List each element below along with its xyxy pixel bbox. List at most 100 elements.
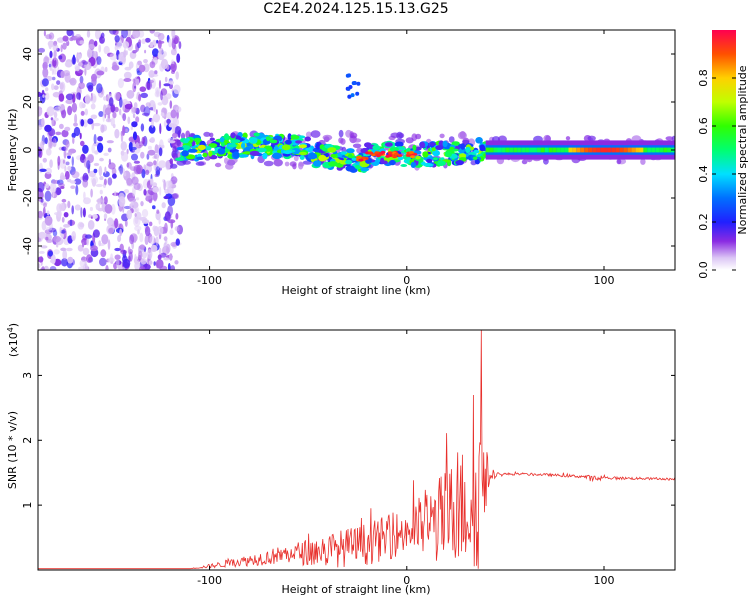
heatmap-noise-blob bbox=[112, 173, 117, 179]
heatmap-noise-blob bbox=[86, 237, 89, 246]
heatmap-noise-blob bbox=[174, 260, 179, 265]
heatmap-ridge-blob bbox=[241, 142, 246, 149]
heatmap-noise-blob bbox=[51, 254, 56, 265]
heatmap-noise-blob bbox=[40, 245, 48, 249]
heatmap-noise-blob bbox=[145, 102, 151, 107]
heatmap-noise-blob bbox=[119, 108, 122, 116]
heatmap-noise-blob bbox=[131, 146, 137, 151]
heatmap-noise-blob bbox=[61, 109, 67, 119]
heatmap-noise-blob bbox=[44, 215, 53, 226]
heatmap-noise-blob bbox=[112, 111, 117, 119]
heatmap-noise-blob bbox=[141, 38, 146, 45]
x-tick-label: -100 bbox=[197, 574, 222, 587]
heatmap-noise-blob bbox=[128, 141, 133, 152]
heatmap-ridge-blob bbox=[253, 132, 260, 137]
heatmap-ridge-blob bbox=[455, 160, 464, 166]
heatmap-noise-blob bbox=[43, 56, 50, 65]
heatmap-noise-blob bbox=[87, 118, 94, 125]
heatmap-hot-blob bbox=[375, 154, 381, 158]
heatmap-ridge-blob bbox=[475, 137, 483, 144]
heatmap-noise-blob bbox=[49, 159, 53, 169]
heatmap-halo-blob bbox=[176, 159, 187, 166]
heatmap-noise-blob bbox=[147, 145, 152, 150]
heatmap-hot-blob bbox=[368, 151, 374, 155]
heatmap-noise-blob bbox=[86, 254, 93, 263]
heatmap-noise-blob bbox=[71, 171, 80, 179]
heatmap-noise-blob bbox=[158, 218, 161, 225]
heatmap-halo-blob bbox=[405, 137, 414, 144]
heatmap-noise-blob bbox=[157, 102, 163, 106]
heatmap-noise-blob bbox=[79, 101, 84, 109]
heatmap-ridge-blob bbox=[419, 141, 426, 148]
heatmap-halo-blob bbox=[284, 161, 290, 167]
heatmap-noise-blob bbox=[155, 236, 159, 247]
heatmap-steady-cell bbox=[592, 147, 597, 153]
heatmap-ridge-blob bbox=[429, 142, 436, 147]
heatmap-noise-blob bbox=[42, 157, 47, 163]
heatmap-noise-blob bbox=[122, 41, 130, 49]
heatmap-noise-blob bbox=[90, 103, 96, 110]
heatmap-noise-blob bbox=[154, 70, 158, 75]
heatmap-noise-blob bbox=[93, 162, 100, 167]
heatmap-noise-blob bbox=[49, 266, 57, 270]
heatmap-steady-cell bbox=[568, 147, 573, 153]
heatmap-noise-blob bbox=[155, 259, 164, 269]
heatmap-ridge-blob bbox=[479, 144, 486, 152]
heatmap-noise-blob bbox=[114, 35, 120, 43]
heatmap-ridge-blob bbox=[249, 150, 260, 156]
heatmap-noise-blob bbox=[38, 231, 47, 239]
heatmap-halo-blob bbox=[457, 131, 467, 140]
heatmap-steady-cell bbox=[580, 147, 585, 153]
heatmap-noise-blob bbox=[169, 253, 173, 261]
heatmap-halo-blob bbox=[616, 158, 622, 165]
y-tick-label: 3 bbox=[21, 372, 34, 379]
heatmap-ridge-blob bbox=[318, 154, 327, 162]
heatmap-ridge-blob bbox=[330, 153, 337, 158]
heatmap-noise-blob bbox=[90, 188, 93, 198]
heatmap-ridge-blob bbox=[281, 144, 291, 151]
heatmap-noise-blob bbox=[149, 30, 155, 34]
spectrogram-y-ticks: 40 20 0 -20 -40 bbox=[21, 47, 675, 255]
heatmap-noise-blob bbox=[175, 71, 179, 80]
heatmap-noise-blob bbox=[106, 140, 114, 144]
heatmap-noise-blob bbox=[139, 232, 144, 243]
heatmap-echo-blob bbox=[351, 81, 356, 86]
heatmap-halo-blob bbox=[338, 129, 344, 138]
heatmap-noise-blob bbox=[175, 238, 180, 246]
heatmap-noise-blob bbox=[155, 109, 158, 115]
heatmap-noise-blob bbox=[42, 67, 49, 78]
heatmap-noise-blob bbox=[50, 117, 53, 121]
heatmap-noise-blob bbox=[124, 219, 128, 227]
heatmap-noise-blob bbox=[156, 209, 160, 214]
heatmap-ridge-blob bbox=[422, 151, 429, 158]
heatmap-ridge-blob bbox=[205, 146, 212, 151]
heatmap-noise-blob bbox=[158, 248, 162, 254]
heatmap-steady-cell bbox=[619, 147, 624, 153]
heatmap-noise-blob bbox=[126, 162, 132, 169]
heatmap-ridge-blob bbox=[242, 151, 253, 155]
heatmap-noise-blob bbox=[38, 47, 45, 53]
heatmap-noise-blob bbox=[149, 221, 153, 227]
heatmap-noise-blob bbox=[79, 75, 84, 84]
heatmap-noise-blob bbox=[40, 140, 45, 150]
heatmap-noise-blob bbox=[152, 187, 160, 193]
heatmap-noise-blob bbox=[111, 203, 116, 215]
heatmap-noise-blob bbox=[108, 97, 114, 107]
heatmap-ridge-blob bbox=[400, 164, 408, 167]
heatmap-ridge-blob bbox=[307, 152, 318, 160]
heatmap-noise-blob bbox=[46, 106, 55, 117]
snr-x-axis-label: Height of straight line (km) bbox=[281, 583, 430, 596]
heatmap-noise-blob bbox=[77, 244, 84, 252]
heatmap-noise-blob bbox=[168, 180, 173, 189]
heatmap-noise-blob bbox=[83, 191, 86, 200]
heatmap-noise-blob bbox=[97, 136, 103, 142]
heatmap-noise-blob bbox=[96, 70, 105, 76]
heatmap-noise-blob bbox=[173, 84, 181, 95]
heatmap-noise-blob bbox=[51, 83, 55, 91]
heatmap-noise-blob bbox=[138, 93, 142, 102]
heatmap-hot-blob bbox=[410, 155, 416, 159]
heatmap-noise-blob bbox=[131, 106, 135, 114]
heatmap-noise-blob bbox=[64, 61, 72, 68]
heatmap-noise-blob bbox=[171, 30, 176, 39]
